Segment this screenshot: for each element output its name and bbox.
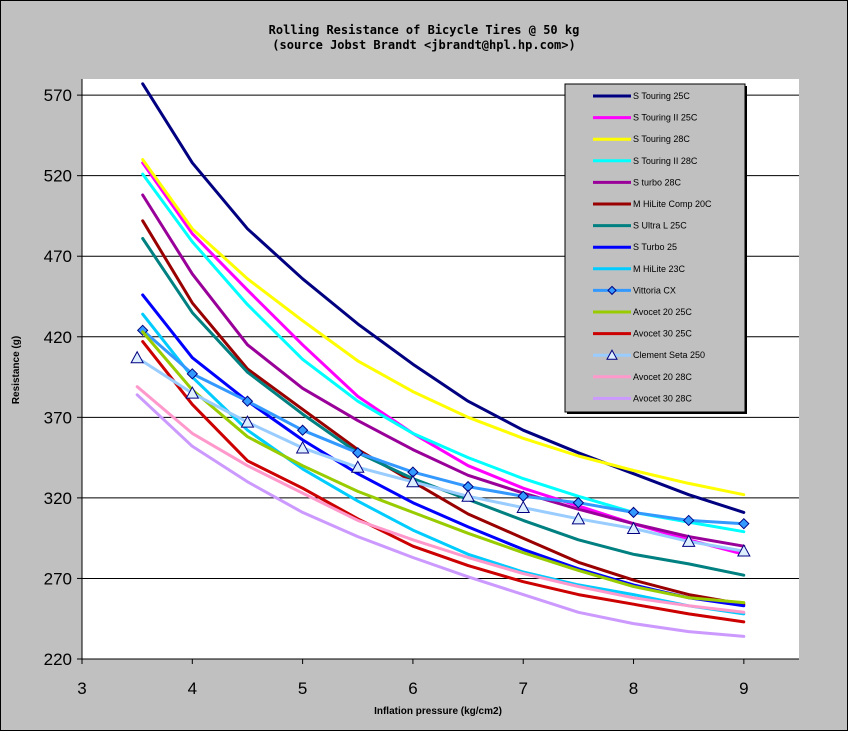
series-s-turbo-28c xyxy=(141,193,746,548)
x-tick-label: 5 xyxy=(298,679,307,698)
series-line xyxy=(135,356,746,553)
legend-item: S Ultra L 25C xyxy=(593,221,687,231)
legend-item: Avocet 20 28C xyxy=(593,372,692,382)
legend-label: S Touring II 28C xyxy=(633,156,698,166)
legend-label: M HiLite 23C xyxy=(633,264,686,274)
series-clement-seta-250 xyxy=(130,350,751,557)
legend-label: Avocet 20 25C xyxy=(633,307,692,317)
legend-label: M HiLite Comp 20C xyxy=(633,199,712,209)
y-axis-label: Resistance (g) xyxy=(11,336,22,404)
y-tick-label: 270 xyxy=(44,569,72,588)
series-line xyxy=(141,158,746,497)
data-point xyxy=(185,386,200,399)
legend-label: Vittoria CX xyxy=(633,285,676,295)
legend-label: Avocet 30 25C xyxy=(633,329,692,339)
legend-item: M HiLite 23C xyxy=(593,264,686,274)
series-line xyxy=(141,328,746,526)
y-tick-label: 470 xyxy=(44,247,72,266)
series-m-hilite-comp-20c xyxy=(141,219,746,606)
data-point xyxy=(295,440,310,454)
legend-item: Avocet 30 25C xyxy=(593,329,692,339)
data-point xyxy=(626,521,641,534)
data-point xyxy=(461,489,475,502)
data-point xyxy=(572,497,585,509)
legend-label: Avocet 20 28C xyxy=(633,372,692,382)
x-tick-label: 8 xyxy=(629,679,638,698)
legend-label: S Touring II 25C xyxy=(633,113,698,123)
legend-item: S Turbo 25 xyxy=(593,242,677,252)
series-line xyxy=(141,193,746,548)
legend-item: Avocet 20 25C xyxy=(593,307,692,317)
legend-item: Avocet 30 28C xyxy=(593,393,692,403)
series-layer xyxy=(130,82,751,638)
legend-label: S Ultra L 25C xyxy=(633,221,687,231)
x-tick-label: 9 xyxy=(739,679,748,698)
legend-item: S Touring 25C xyxy=(593,91,690,101)
x-tick-label: 4 xyxy=(188,679,197,698)
series-avocet-30-25c xyxy=(141,340,746,624)
data-point xyxy=(241,395,254,407)
legend-label: Clement Seta 250 xyxy=(633,350,705,360)
data-point xyxy=(240,415,255,428)
data-point xyxy=(737,544,751,557)
series-line xyxy=(141,219,746,606)
legend-item: Clement Seta 250 xyxy=(593,349,705,360)
series-line xyxy=(141,312,746,616)
series-line xyxy=(135,385,746,614)
data-point xyxy=(571,511,586,525)
legend-item: S Touring II 25C xyxy=(593,113,698,123)
series-m-hilite-23c xyxy=(141,312,746,616)
legend-label: S Touring 25C xyxy=(633,91,690,101)
y-tick-label: 520 xyxy=(44,167,72,186)
data-point xyxy=(681,534,696,547)
data-point xyxy=(130,350,144,364)
y-tick-label: 570 xyxy=(44,86,72,105)
legend-item: S Touring 28C xyxy=(593,134,690,144)
y-tick-label: 420 xyxy=(44,328,72,347)
series-s-touring-28c xyxy=(141,158,746,497)
series-line xyxy=(141,82,746,514)
x-tick-label: 7 xyxy=(518,679,527,698)
legend-item: S turbo 28C xyxy=(593,177,682,187)
series-line xyxy=(141,330,746,605)
chart-title: Rolling Resistance of Bicycle Tires @ 50… xyxy=(269,23,580,37)
series-avocet-30-28c xyxy=(135,393,746,638)
data-point xyxy=(682,514,695,527)
series-line xyxy=(135,393,746,638)
legend-label: S Turbo 25 xyxy=(633,242,677,252)
legend: S Touring 25C S Touring II 25C S Touring 2… xyxy=(564,83,747,414)
y-tick-label: 320 xyxy=(44,489,72,508)
data-point xyxy=(738,517,750,530)
data-point xyxy=(296,424,309,436)
series-avocet-20-28c xyxy=(135,385,746,614)
x-tick-label: 6 xyxy=(408,679,417,698)
legend-marker xyxy=(606,349,618,360)
y-tick-label: 220 xyxy=(44,650,72,669)
series-avocet-20-25c xyxy=(141,330,746,605)
legend-item: Vittoria CX xyxy=(593,285,676,295)
y-tick-label: 370 xyxy=(44,408,72,427)
legend-marker xyxy=(607,285,617,296)
data-point xyxy=(406,474,420,488)
legend-label: Avocet 30 28C xyxy=(633,393,692,403)
legend-item: S Touring II 28C xyxy=(593,156,698,166)
series-s-touring-25c xyxy=(141,82,746,514)
x-axis-label: Inflation pressure (kg/cm2) xyxy=(374,706,502,717)
x-tick-label: 3 xyxy=(77,679,86,698)
legend-label: S turbo 28C xyxy=(633,177,682,187)
data-point xyxy=(186,368,199,380)
data-point xyxy=(627,506,640,519)
data-point xyxy=(350,460,365,473)
axes: 220 270 320 370 420 470 520 570 3 4 5 6 7 8 9 xyxy=(44,79,799,698)
legend-item: M HiLite Comp 20C xyxy=(593,199,712,209)
series-line xyxy=(141,340,746,624)
chart-subtitle: (source Jobst Brandt <jbrandt@hpl.hp.com… xyxy=(272,38,575,52)
legend-label: S Touring 28C xyxy=(633,134,690,144)
data-point xyxy=(352,447,364,459)
data-point xyxy=(516,500,531,514)
